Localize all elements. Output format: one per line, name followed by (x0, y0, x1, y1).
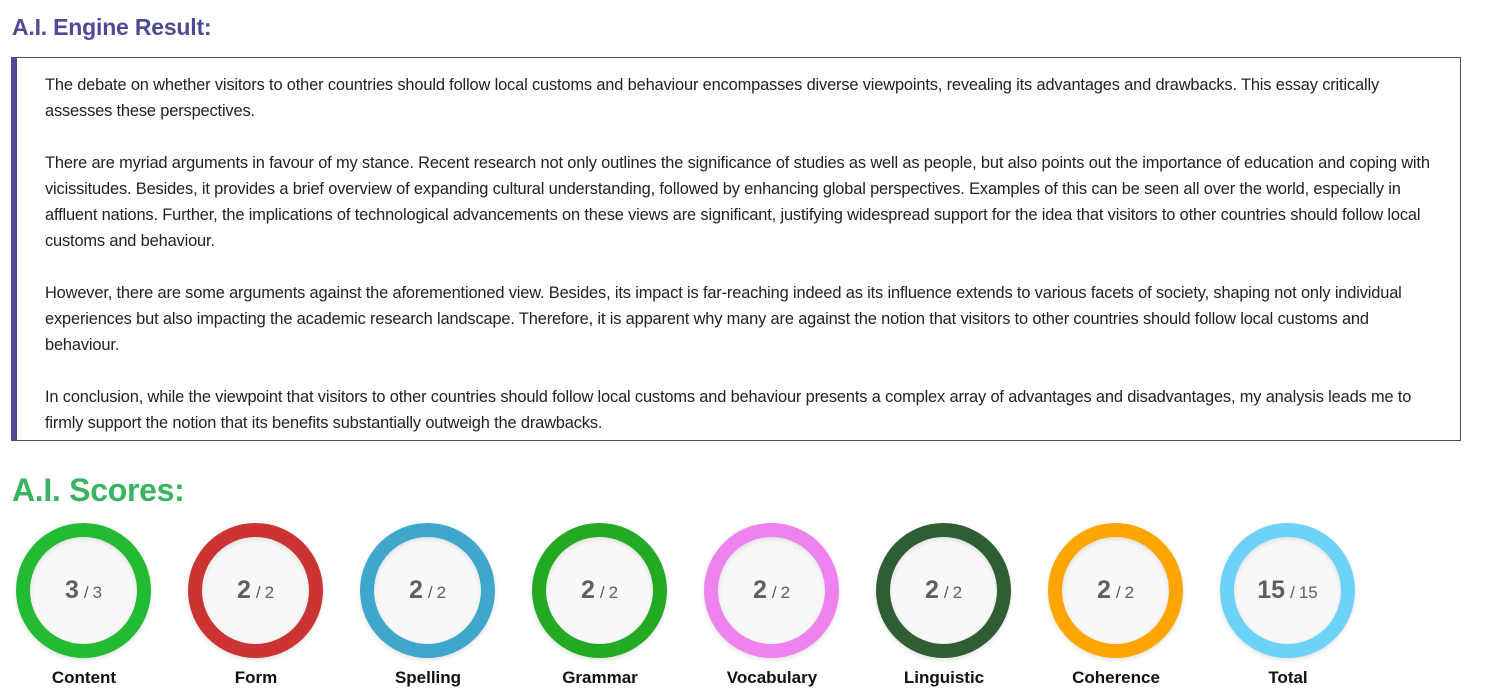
score-ring: 15 / 15 (1220, 523, 1355, 658)
score-value: 2 (1096, 576, 1111, 604)
score-vocabulary: 2 / 2 Vocabulary (688, 523, 860, 700)
score-max: 2 (1124, 583, 1135, 602)
score-ring: 3 / 3 (16, 523, 151, 658)
score-ring: 2 / 2 (704, 523, 839, 658)
score-value: 2 (236, 576, 251, 604)
score-linguistic: 2 / 2 Linguistic (860, 523, 1032, 700)
score-value: 2 (752, 576, 767, 604)
score-label: Form (234, 668, 278, 687)
score-value: 2 (580, 576, 595, 604)
score-separator: / (943, 583, 949, 602)
score-label: Spelling (394, 668, 462, 687)
essay-paragraph: There are myriad arguments in favour of … (45, 154, 1430, 250)
score-separator: / (1115, 583, 1121, 602)
score-ring: 2 / 2 (1048, 523, 1183, 658)
score-max: 2 (436, 583, 447, 602)
scores-title: A.I. Scores: (12, 472, 185, 508)
score-ring: 2 / 2 (360, 523, 495, 658)
score-value: 15 (1257, 576, 1286, 604)
score-value-display: 2 / 2 (546, 537, 653, 644)
score-label: Vocabulary (726, 668, 818, 687)
essay-paragraph: In conclusion, while the viewpoint that … (45, 388, 1412, 432)
score-max: 2 (780, 583, 791, 602)
score-value-display: 2 / 2 (202, 537, 309, 644)
result-title: A.I. Engine Result: (12, 14, 212, 40)
score-max: 2 (952, 583, 963, 602)
score-max: 2 (608, 583, 619, 602)
score-max: 3 (92, 583, 103, 602)
score-value: 2 (924, 576, 939, 604)
score-grammar: 2 / 2 Grammar (516, 523, 688, 700)
scores-row: 3 / 3 Content 2 / 2 Form 2 / 2 Spelling (0, 523, 1486, 700)
score-max: 2 (264, 583, 275, 602)
essay-paragraph: However, there are some arguments agains… (45, 284, 1402, 354)
score-ring: 2 / 2 (876, 523, 1011, 658)
score-spelling: 2 / 2 Spelling (344, 523, 516, 700)
score-value-display: 2 / 2 (718, 537, 825, 644)
score-max: 15 (1298, 583, 1318, 602)
score-ring: 2 / 2 (532, 523, 667, 658)
score-label: Content (51, 668, 117, 687)
score-ring: 2 / 2 (188, 523, 323, 658)
essay-paragraph: The debate on whether visitors to other … (45, 76, 1379, 120)
score-separator: / (1290, 583, 1295, 602)
score-value-display: 15 / 15 (1234, 537, 1341, 644)
score-separator: / (599, 583, 605, 602)
score-separator: / (427, 583, 433, 602)
score-separator: / (771, 583, 777, 602)
essay-box: The debate on whether visitors to other … (11, 57, 1461, 441)
score-label: Coherence (1072, 668, 1160, 687)
score-value-display: 2 / 2 (890, 537, 997, 644)
score-value-display: 3 / 3 (30, 537, 137, 644)
score-value-display: 2 / 2 (374, 537, 481, 644)
score-coherence: 2 / 2 Coherence (1032, 523, 1204, 700)
score-value: 2 (408, 576, 423, 604)
score-separator: / (83, 583, 89, 602)
score-label: Linguistic (903, 668, 985, 687)
score-value-display: 2 / 2 (1062, 537, 1169, 644)
score-form: 2 / 2 Form (172, 523, 344, 700)
score-separator: / (255, 583, 261, 602)
score-label: Total (1268, 668, 1308, 687)
score-content: 3 / 3 Content (0, 523, 172, 700)
score-value: 3 (64, 576, 79, 604)
score-label: Grammar (562, 668, 638, 687)
score-total: 15 / 15 Total (1204, 523, 1376, 700)
